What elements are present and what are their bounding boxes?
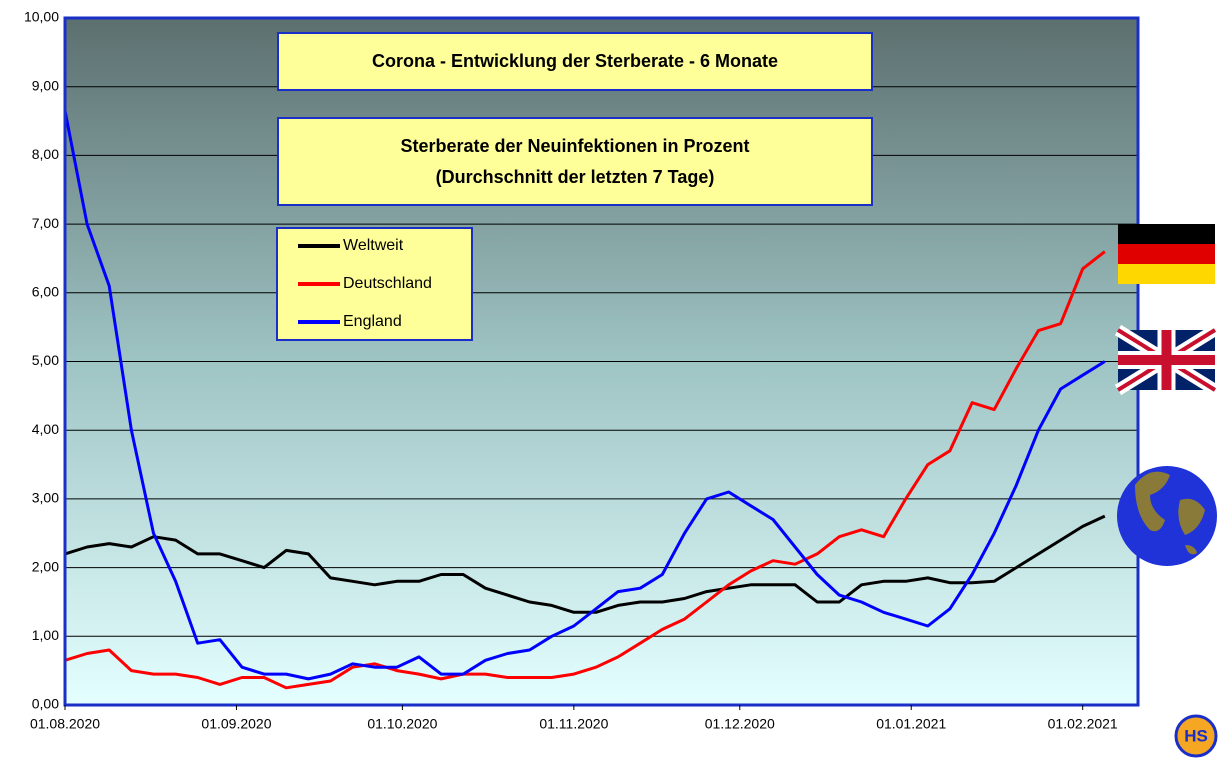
- y-tick-label: 8,00: [32, 146, 59, 162]
- x-tick-label: 01.02.2021: [1048, 716, 1118, 732]
- chart-title: Corona - Entwicklung der Sterberate - 6 …: [372, 51, 778, 71]
- subtitle-box: [277, 117, 873, 206]
- y-tick-label: 6,00: [32, 284, 59, 300]
- y-tick-label: 3,00: [32, 490, 59, 506]
- logo-text: HS: [1184, 726, 1208, 745]
- subtitle: Sterberate der Neuinfektionen in Prozent: [400, 136, 749, 156]
- y-tick-label: 5,00: [32, 352, 59, 368]
- y-tick-label: 10,00: [24, 9, 59, 25]
- globe: [1117, 466, 1217, 566]
- title-box: [277, 32, 873, 91]
- flag-uk: [1114, 324, 1219, 396]
- x-tick-label: 01.01.2021: [876, 716, 946, 732]
- series-line: [65, 110, 1106, 681]
- y-tick-label: 1,00: [32, 627, 59, 643]
- series-line: [65, 250, 1106, 690]
- flag-germany: [1118, 224, 1215, 284]
- legend-label: England: [343, 313, 402, 330]
- y-tick-label: 2,00: [32, 558, 59, 574]
- legend-label: Weltweit: [343, 237, 404, 254]
- y-tick-label: 9,00: [32, 77, 59, 93]
- x-tick-label: 01.08.2020: [30, 716, 100, 732]
- series-line: [65, 514, 1106, 614]
- x-tick-label: 01.12.2020: [705, 716, 775, 732]
- x-tick-label: 01.11.2020: [539, 716, 608, 732]
- legend-label: Deutschland: [343, 275, 432, 292]
- x-tick-label: 01.09.2020: [201, 716, 271, 732]
- y-tick-label: 7,00: [32, 215, 59, 231]
- logo: HS: [1174, 714, 1218, 758]
- y-tick-label: 0,00: [32, 696, 59, 712]
- y-tick-label: 4,00: [32, 421, 59, 437]
- x-tick-label: 01.10.2020: [367, 716, 437, 732]
- subtitle: (Durchschnitt der letzten 7 Tage): [436, 167, 715, 187]
